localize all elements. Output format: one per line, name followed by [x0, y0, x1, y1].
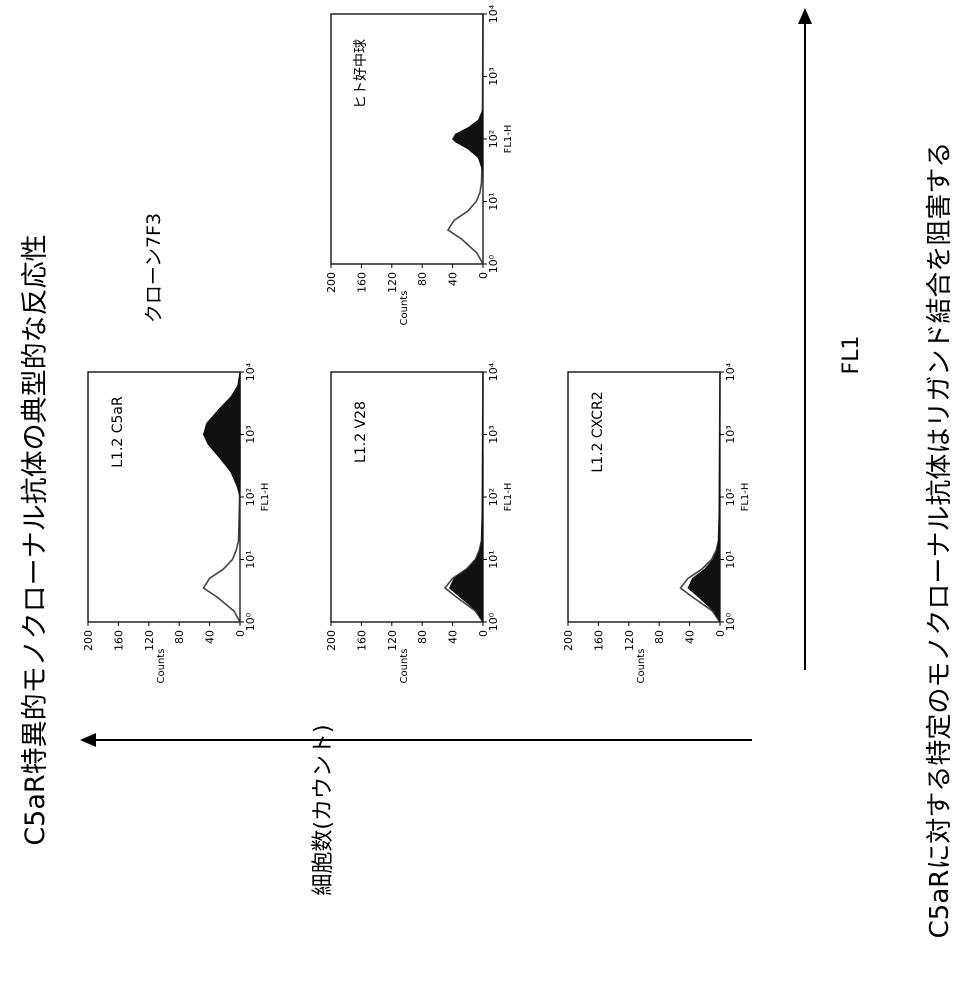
- y-axis-title: Counts: [636, 649, 647, 684]
- histogram-panel: 10⁰ 10¹ 10² 10³ 10⁴ FL1-H 0 40 80 120 160 200 Counts…: [325, 362, 514, 683]
- y-tick-label: 200: [325, 630, 338, 651]
- figure-title: C5aR特異的モノクローナル抗体の典型的な反応性: [20, 234, 51, 845]
- y-tick-label: 40: [204, 630, 217, 644]
- x-tick-label: 10²: [244, 488, 257, 506]
- y-tick-label: 40: [684, 630, 697, 644]
- x-tick-label: 10⁴: [487, 4, 500, 23]
- y-tick-label: 200: [562, 630, 575, 651]
- y-tick-label: 80: [653, 630, 666, 644]
- figure-caption: C5aRに対する特定のモノクローナル抗体はリガンド結合を阻害する: [925, 142, 955, 939]
- x-tick-label: 10³: [244, 425, 257, 443]
- y-tick-label: 0: [234, 630, 247, 637]
- x-tick-label: 10⁴: [724, 362, 737, 381]
- x-axis-title: FL1-H: [503, 125, 514, 154]
- y-tick-label: 160: [355, 272, 368, 293]
- y-tick-label: 40: [447, 630, 460, 644]
- x-tick-label: 10³: [487, 67, 500, 85]
- x-tick-label: 10²: [487, 130, 500, 148]
- y-tick-label: 160: [592, 630, 605, 651]
- y-tick-label: 200: [82, 630, 95, 651]
- y-tick-label: 120: [143, 630, 156, 651]
- clone-label: クローン7F3: [143, 213, 165, 323]
- x-tick-label: 10³: [487, 425, 500, 443]
- x-tick-label: 10²: [487, 488, 500, 506]
- y-tick-label: 160: [355, 630, 368, 651]
- x-tick-label: 10³: [724, 425, 737, 443]
- y-tick-label: 80: [416, 272, 429, 286]
- counts-axis-label: 細胞数(カウント): [311, 724, 336, 895]
- panel-label: L1.2 C5aR: [110, 396, 126, 468]
- x-axis-title: FL1-H: [740, 483, 751, 512]
- y-tick-label: 120: [386, 272, 399, 293]
- x-tick-label: 10¹: [487, 550, 500, 568]
- x-tick-label: 10¹: [724, 550, 737, 568]
- histogram-filled: [204, 372, 241, 622]
- histogram-panel: 10⁰ 10¹ 10² 10³ 10⁴ FL1-H 0 40 80 120 160 200 Counts…: [82, 362, 271, 683]
- y-tick-label: 80: [173, 630, 186, 644]
- x-tick-label: 10¹: [487, 192, 500, 210]
- histogram-filled: [453, 14, 483, 264]
- x-tick-label: 10⁴: [244, 362, 257, 381]
- x-axis-title: FL1-H: [503, 483, 514, 512]
- x-tick-label: 10⁰: [487, 612, 500, 631]
- histogram-panel: 10⁰ 10¹ 10² 10³ 10⁴ FL1-H 0 40 80 120 160 200 Counts…: [562, 362, 751, 683]
- histogram-filled: [450, 372, 483, 622]
- y-tick-label: 0: [477, 630, 490, 637]
- fl1-axis-label: FL1: [839, 336, 864, 375]
- x-tick-label: 10¹: [244, 550, 257, 568]
- x-tick-label: 10⁰: [724, 612, 737, 631]
- y-tick-label: 160: [112, 630, 125, 651]
- y-tick-label: 0: [714, 630, 727, 637]
- y-axis-title: Counts: [399, 291, 410, 326]
- panel-label: L1.2 V28: [353, 401, 369, 463]
- x-tick-label: 10²: [724, 488, 737, 506]
- y-tick-label: 120: [623, 630, 636, 651]
- y-axis-title: Counts: [156, 649, 167, 684]
- y-axis-title: Counts: [399, 649, 410, 684]
- x-axis-title: FL1-H: [260, 483, 271, 512]
- histogram-panel: 10⁰ 10¹ 10² 10³ 10⁴ FL1-H 0 40 80 120 160 200 Counts…: [325, 4, 514, 325]
- y-tick-label: 40: [447, 272, 460, 286]
- histogram-filled: [688, 372, 720, 622]
- x-tick-label: 10⁰: [487, 254, 500, 273]
- counts-arrow: [80, 733, 752, 747]
- x-tick-label: 10⁴: [487, 362, 500, 381]
- panel-label: L1.2 CXCR2: [590, 391, 606, 472]
- y-tick-label: 80: [416, 630, 429, 644]
- x-tick-label: 10⁰: [244, 612, 257, 631]
- y-tick-label: 120: [386, 630, 399, 651]
- fl1-arrow: [798, 8, 812, 670]
- y-tick-label: 0: [477, 272, 490, 279]
- histogram-panels: 10⁰ 10¹ 10² 10³ 10⁴ FL1-H 0 40 80 120 160 200 Counts…: [82, 4, 751, 683]
- panel-label: ヒト好中球: [353, 39, 369, 109]
- y-tick-label: 200: [325, 272, 338, 293]
